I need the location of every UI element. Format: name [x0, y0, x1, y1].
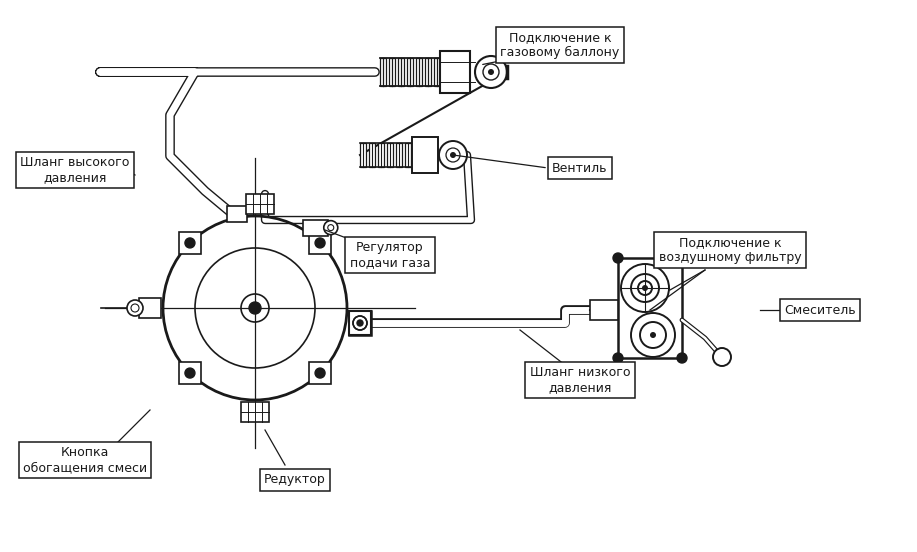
Bar [241, 402, 269, 422]
Bar [369, 143, 375, 167]
Circle shape [357, 320, 363, 326]
Circle shape [613, 253, 623, 263]
Bar [227, 206, 247, 222]
Bar [380, 58, 386, 86]
Circle shape [357, 320, 363, 326]
Bar [179, 232, 201, 254]
Bar [139, 298, 161, 318]
Text: Смеситель: Смеситель [784, 304, 856, 316]
Bar [590, 300, 618, 320]
Bar [349, 311, 371, 335]
Bar [179, 362, 201, 384]
Circle shape [650, 332, 656, 338]
Circle shape [713, 348, 731, 366]
Bar [309, 362, 331, 384]
Bar [407, 58, 413, 86]
Bar [246, 194, 274, 214]
Text: Редуктор: Редуктор [264, 474, 326, 486]
Bar [387, 143, 393, 167]
Text: Вентиль: Вентиль [552, 162, 608, 174]
Circle shape [677, 353, 687, 363]
Text: Подключение к
газовому баллону: Подключение к газовому баллону [501, 31, 620, 59]
Circle shape [642, 285, 648, 291]
Circle shape [353, 316, 367, 330]
Circle shape [439, 141, 467, 169]
Bar [360, 143, 366, 167]
Circle shape [488, 69, 494, 75]
Bar [425, 58, 431, 86]
Circle shape [185, 238, 195, 248]
Bar [440, 51, 470, 93]
Bar [378, 143, 384, 167]
Bar [309, 232, 331, 254]
Text: Кнопка
обогащения смеси: Кнопка обогащения смеси [23, 446, 147, 474]
Circle shape [324, 221, 337, 235]
Bar [416, 58, 422, 86]
Circle shape [677, 253, 687, 263]
Bar [434, 58, 440, 86]
Bar [389, 58, 395, 86]
Text: Подключение к
воздушному фильтру: Подключение к воздушному фильтру [658, 236, 801, 264]
Text: Регулятор
подачи газа: Регулятор подачи газа [349, 241, 430, 269]
Circle shape [249, 302, 261, 314]
Circle shape [475, 56, 507, 88]
Bar [618, 258, 682, 358]
Text: Шланг низкого
давления: Шланг низкого давления [530, 366, 630, 394]
Circle shape [315, 238, 325, 248]
Bar [303, 220, 327, 236]
Bar [405, 143, 411, 167]
Bar [412, 137, 438, 173]
Bar [398, 58, 404, 86]
Circle shape [450, 152, 456, 158]
Circle shape [613, 353, 623, 363]
Bar [396, 143, 402, 167]
Circle shape [315, 368, 325, 378]
Circle shape [127, 300, 143, 316]
Text: Шланг высокого
давления: Шланг высокого давления [20, 156, 129, 184]
Bar [349, 311, 371, 335]
Circle shape [185, 368, 195, 378]
